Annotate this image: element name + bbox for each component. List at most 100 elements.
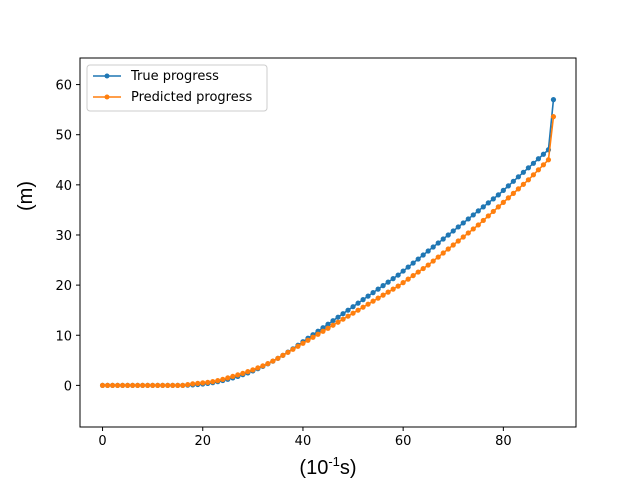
- data-point: [185, 382, 191, 388]
- data-point: [510, 178, 516, 184]
- legend-marker-true: [104, 73, 110, 79]
- data-point: [490, 208, 496, 215]
- x-axis: 0 20 40 60 80: [98, 427, 512, 449]
- data-point: [525, 177, 532, 183]
- data-point: [420, 252, 426, 258]
- data-point: [330, 322, 336, 328]
- legend: True progress Predicted progress: [86, 64, 268, 112]
- data-point: [415, 256, 421, 262]
- data-point: [410, 272, 416, 279]
- data-point: [285, 349, 291, 355]
- data-point: [400, 280, 406, 286]
- data-point: [275, 355, 281, 361]
- data-point: [485, 200, 491, 206]
- data-point: [540, 162, 547, 168]
- series-line: [102, 99, 555, 387]
- data-point: [480, 217, 486, 224]
- data-point: [119, 382, 126, 388]
- legend-marker-predicted: [104, 94, 110, 100]
- data-point: [355, 307, 361, 313]
- data-point: [109, 382, 116, 388]
- data-point: [375, 295, 381, 301]
- data-point: [270, 358, 276, 364]
- data-point: [450, 228, 456, 234]
- data-point: [210, 379, 216, 385]
- data-point: [480, 204, 486, 210]
- data-point: [170, 382, 176, 388]
- data-point: [450, 242, 456, 248]
- data-point: [260, 363, 266, 369]
- data-point: [445, 232, 451, 238]
- data-point: [340, 311, 346, 317]
- data-point: [395, 283, 401, 289]
- data-point: [155, 382, 161, 388]
- data-point: [400, 268, 406, 274]
- data-point: [550, 97, 557, 103]
- series-layer: [99, 97, 557, 388]
- y-tick-label: 20: [55, 279, 72, 294]
- plot-frame: [79, 57, 577, 428]
- data-point: [215, 378, 221, 384]
- data-point: [300, 340, 306, 346]
- x-tick-label: 20: [194, 434, 211, 449]
- data-point: [375, 286, 381, 292]
- data-point: [190, 381, 196, 387]
- data-point: [305, 337, 311, 343]
- data-point: [104, 382, 111, 388]
- data-point: [340, 316, 346, 322]
- y-axis-label: (m): [15, 181, 37, 211]
- data-point: [365, 293, 371, 299]
- data-point: [500, 199, 506, 205]
- data-point: [250, 367, 256, 373]
- data-point: [530, 172, 537, 178]
- x-tick-label: 40: [295, 434, 312, 449]
- data-point: [325, 325, 331, 331]
- data-point: [390, 276, 396, 282]
- x-tick-label: 60: [395, 434, 412, 449]
- data-point: [515, 186, 521, 192]
- data-point: [485, 213, 491, 219]
- data-point: [370, 290, 376, 296]
- data-point: [455, 224, 461, 230]
- data-point: [445, 246, 451, 252]
- data-point: [475, 208, 481, 214]
- legend-label-predicted: Predicted progress: [131, 90, 253, 105]
- data-point: [535, 156, 542, 162]
- data-point: [395, 272, 401, 278]
- data-point: [465, 230, 471, 236]
- data-point: [435, 240, 441, 246]
- data-point: [360, 297, 366, 303]
- y-tick-label: 50: [55, 129, 72, 144]
- series-line: [102, 116, 555, 387]
- data-point: [535, 167, 542, 173]
- y-tick-label: 30: [55, 229, 72, 244]
- data-point: [195, 380, 201, 386]
- data-point: [125, 382, 131, 388]
- data-point: [505, 183, 511, 189]
- data-point: [500, 187, 506, 193]
- data-point: [430, 258, 436, 264]
- data-point: [145, 382, 151, 388]
- data-point: [280, 352, 286, 358]
- data-point: [385, 289, 391, 295]
- data-point: [380, 283, 386, 289]
- y-axis: 0 10 20 30 40 50 60: [55, 79, 80, 394]
- data-point: [460, 220, 466, 226]
- data-point: [350, 310, 356, 316]
- data-point: [515, 174, 521, 180]
- data-point: [165, 382, 171, 388]
- data-point: [425, 262, 431, 268]
- data-point: [130, 382, 136, 388]
- data-point: [160, 382, 166, 388]
- data-point: [235, 372, 241, 378]
- data-point: [510, 190, 516, 196]
- data-point: [345, 313, 351, 319]
- data-point: [540, 151, 547, 157]
- data-point: [360, 304, 366, 310]
- x-axis-label-base: (10: [299, 457, 328, 479]
- x-axis-label-suffix: s): [340, 457, 357, 479]
- data-point: [345, 307, 351, 313]
- data-point: [365, 301, 371, 307]
- data-point: [465, 216, 471, 222]
- y-tick-label: 60: [55, 79, 72, 94]
